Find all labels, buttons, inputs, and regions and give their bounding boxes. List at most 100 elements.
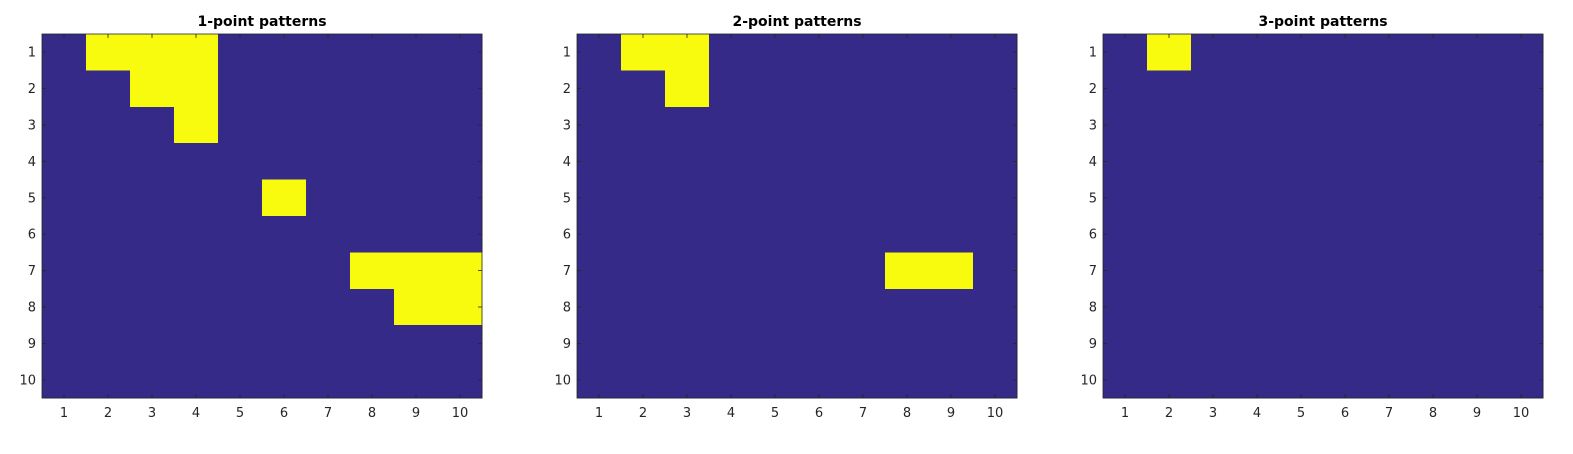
heatmap-cell-r4-c5 <box>1279 143 1324 181</box>
heatmap-cell-r3-c3 <box>130 106 175 144</box>
heatmap-cell-r1-c2 <box>86 34 131 71</box>
heatmap-cell-r3-c4 <box>709 106 754 144</box>
heatmap-cell-r1-c10 <box>1499 34 1544 71</box>
heatmap-cell-r9-c7 <box>1367 325 1412 363</box>
heatmap-cell-r9-c4 <box>1235 325 1280 363</box>
heatmap-cell-r4-c1 <box>577 143 622 181</box>
heatmap-cell-r5-c8 <box>1411 179 1456 217</box>
heatmap-cell-r6-c10 <box>438 216 483 253</box>
x-tick-label: 1 <box>595 406 603 421</box>
heatmap-cell-r6-c7 <box>841 216 886 253</box>
heatmap-cell-r3-c5 <box>1279 106 1324 144</box>
heatmap-cell-r9-c2 <box>86 325 131 363</box>
heatmap-cell-r9-c8 <box>350 325 395 363</box>
heatmap-cell-r4-c9 <box>929 143 974 181</box>
heatmap-cell-r8-c5 <box>1279 288 1324 326</box>
heatmap-cell-r4-c2 <box>621 143 666 181</box>
heatmap-cell-r6-c8 <box>350 216 395 253</box>
heatmap-cell-r7-c8 <box>885 252 930 290</box>
x-tick-label: 8 <box>368 406 376 421</box>
y-tick-label: 1 <box>1089 46 1097 61</box>
x-tick-label: 2 <box>639 406 647 421</box>
heatmap-cell-r3-c2 <box>86 106 131 144</box>
heatmap-cell-r7-c1 <box>1103 252 1148 290</box>
chart-title: 3-point patterns <box>1258 14 1387 30</box>
heatmap-cell-r5-c4 <box>709 179 754 217</box>
heatmap-cell-r4-c6 <box>1323 143 1368 181</box>
heatmap-cell-r10-c1 <box>577 361 622 399</box>
x-tick-label: 5 <box>236 406 244 421</box>
x-tick-label: 8 <box>1429 406 1437 421</box>
chart-title: 1-point patterns <box>197 14 326 30</box>
heatmap-cell-r4-c5 <box>753 143 798 181</box>
heatmap-cell-r4-c10 <box>973 143 1018 181</box>
x-tick-label: 7 <box>324 406 332 421</box>
heatmap-cell-r7-c3 <box>665 252 710 290</box>
heatmap-cell-r2-c10 <box>973 70 1018 108</box>
heatmap-cell-r1-c3 <box>665 34 710 71</box>
heatmap-cell-r1-c10 <box>438 34 483 71</box>
x-tick-label: 10 <box>452 406 469 421</box>
heatmap-cell-r6-c5 <box>1279 216 1324 253</box>
heatmap-cell-r10-c7 <box>841 361 886 399</box>
heatmap-cell-r1-c1 <box>577 34 622 71</box>
heatmap-cell-r10-c6 <box>1323 361 1368 399</box>
heatmap-cell-r7-c4 <box>174 252 219 290</box>
y-tick-label: 2 <box>28 82 36 97</box>
y-tick-label: 7 <box>1089 264 1097 279</box>
chart-title: 2-point patterns <box>732 14 861 30</box>
heatmap-cell-r9-c4 <box>709 325 754 363</box>
heatmap-cell-r2-c6 <box>262 70 307 108</box>
heatmap-cell-r8-c6 <box>797 288 842 326</box>
heatmap-cell-r6-c9 <box>1455 216 1500 253</box>
heatmap-cell-r10-c5 <box>1279 361 1324 399</box>
heatmap-cell-r10-c10 <box>973 361 1018 399</box>
heatmap-cell-r4-c4 <box>709 143 754 181</box>
heatmap-cell-r3-c8 <box>1411 106 1456 144</box>
heatmap-cell-r4-c6 <box>797 143 842 181</box>
heatmap-cell-r8-c10 <box>438 288 483 326</box>
heatmap-cell-r9-c7 <box>841 325 886 363</box>
heatmap-cell-r1-c6 <box>797 34 842 71</box>
heatmap-cell-r2-c1 <box>1103 70 1148 108</box>
heatmap-cell-r7-c9 <box>1455 252 1500 290</box>
heatmap-cell-r6-c4 <box>174 216 219 253</box>
heatmap-cell-r7-c8 <box>350 252 395 290</box>
x-tick-label: 7 <box>1385 406 1393 421</box>
heatmap-cell-r5-c7 <box>841 179 886 217</box>
x-tick-label: 5 <box>771 406 779 421</box>
heatmap-cell-r8-c2 <box>1147 288 1192 326</box>
heatmap-cell-r3-c8 <box>350 106 395 144</box>
heatmap-cell-r4-c7 <box>1367 143 1412 181</box>
heatmap-cells <box>1103 34 1544 399</box>
y-tick-label: 5 <box>1089 191 1097 206</box>
heatmap-cell-r3-c10 <box>438 106 483 144</box>
heatmap-cell-r10-c6 <box>797 361 842 399</box>
heatmap-cell-r7-c2 <box>86 252 131 290</box>
heatmap-cell-r8-c5 <box>753 288 798 326</box>
x-tick-label: 6 <box>280 406 288 421</box>
heatmap-cell-r3-c2 <box>1147 106 1192 144</box>
heatmap-cell-r1-c7 <box>306 34 351 71</box>
heatmap-cell-r8-c9 <box>394 288 439 326</box>
heatmap-cell-r1-c8 <box>1411 34 1456 71</box>
heatmap-cell-r2-c1 <box>577 70 622 108</box>
heatmap-cell-r1-c3 <box>130 34 175 71</box>
heatmap-cell-r5-c10 <box>1499 179 1544 217</box>
heatmap-cell-r3-c5 <box>753 106 798 144</box>
heatmap-cell-r2-c1 <box>42 70 87 108</box>
heatmap-cell-r3-c9 <box>394 106 439 144</box>
heatmap-cell-r3-c7 <box>841 106 886 144</box>
heatmap-cell-r6-c8 <box>1411 216 1456 253</box>
y-tick-label: 1 <box>563 46 571 61</box>
heatmap-cell-r3-c3 <box>665 106 710 144</box>
heatmap-cell-r7-c6 <box>1323 252 1368 290</box>
heatmap-cell-r2-c2 <box>86 70 131 108</box>
heatmap-cell-r7-c7 <box>1367 252 1412 290</box>
y-tick-label: 9 <box>28 337 36 352</box>
heatmap-cell-r8-c4 <box>709 288 754 326</box>
heatmap-cell-r9-c7 <box>306 325 351 363</box>
x-tick-label: 5 <box>1297 406 1305 421</box>
heatmap-cell-r4-c10 <box>1499 143 1544 181</box>
heatmap-cell-r4-c1 <box>1103 143 1148 181</box>
